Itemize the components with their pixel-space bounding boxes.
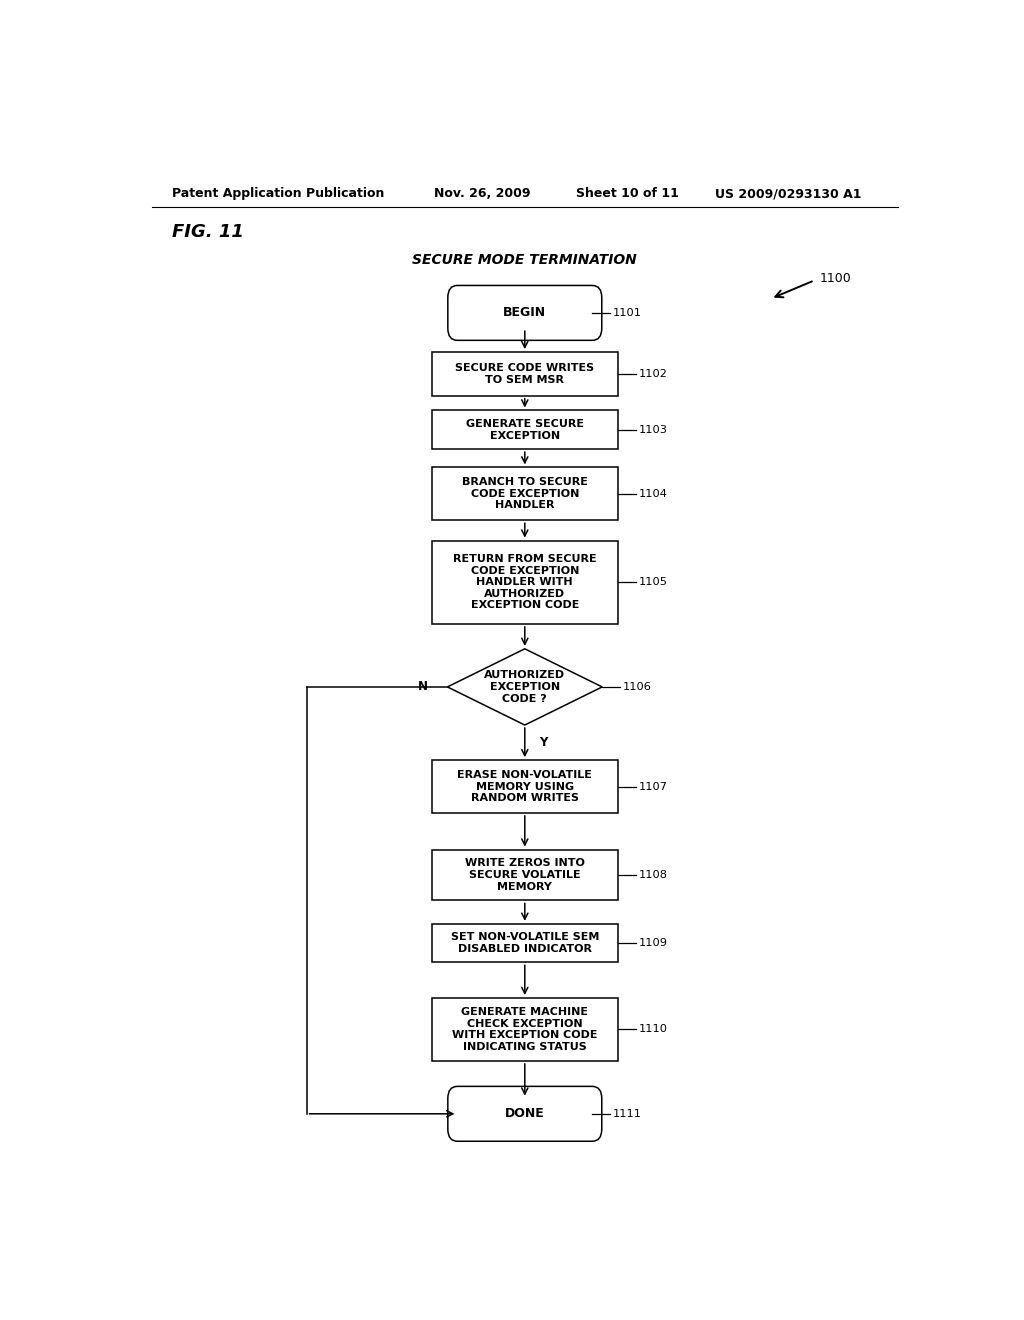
Text: DONE: DONE	[505, 1107, 545, 1121]
Text: 1103: 1103	[639, 425, 668, 434]
Text: N: N	[418, 680, 428, 693]
Text: GENERATE SECURE
EXCEPTION: GENERATE SECURE EXCEPTION	[466, 418, 584, 441]
Text: BEGIN: BEGIN	[503, 306, 547, 319]
Text: BRANCH TO SECURE
CODE EXCEPTION
HANDLER: BRANCH TO SECURE CODE EXCEPTION HANDLER	[462, 478, 588, 511]
Text: 1110: 1110	[639, 1024, 668, 1035]
Polygon shape	[447, 649, 602, 725]
Text: SECURE CODE WRITES
TO SEM MSR: SECURE CODE WRITES TO SEM MSR	[456, 363, 594, 384]
Text: 1106: 1106	[623, 682, 651, 692]
Text: 1104: 1104	[639, 488, 668, 499]
Bar	[431, 541, 618, 624]
Text: 1109: 1109	[639, 939, 668, 948]
Text: 1111: 1111	[613, 1109, 642, 1119]
FancyBboxPatch shape	[447, 285, 602, 341]
Text: 1107: 1107	[639, 781, 668, 792]
Text: 1105: 1105	[639, 577, 668, 587]
Text: Y: Y	[539, 737, 548, 748]
FancyBboxPatch shape	[447, 1086, 602, 1142]
Bar	[431, 467, 618, 520]
Text: Sheet 10 of 11: Sheet 10 of 11	[577, 187, 679, 201]
Text: US 2009/0293130 A1: US 2009/0293130 A1	[715, 187, 862, 201]
Bar	[431, 998, 618, 1061]
Bar	[431, 850, 618, 900]
Bar	[431, 924, 618, 962]
Text: 1108: 1108	[639, 870, 668, 880]
Text: 1100: 1100	[820, 272, 852, 285]
Text: 1102: 1102	[639, 368, 668, 379]
Bar	[431, 760, 618, 813]
Bar	[431, 411, 618, 449]
Text: RETURN FROM SECURE
CODE EXCEPTION
HANDLER WITH
AUTHORIZED
EXCEPTION CODE: RETURN FROM SECURE CODE EXCEPTION HANDLE…	[453, 554, 597, 610]
Text: AUTHORIZED
EXCEPTION
CODE ?: AUTHORIZED EXCEPTION CODE ?	[484, 671, 565, 704]
Bar	[431, 352, 618, 396]
Text: ERASE NON-VOLATILE
MEMORY USING
RANDOM WRITES: ERASE NON-VOLATILE MEMORY USING RANDOM W…	[458, 770, 592, 803]
Text: SET NON-VOLATILE SEM
DISABLED INDICATOR: SET NON-VOLATILE SEM DISABLED INDICATOR	[451, 932, 599, 954]
Text: SECURE MODE TERMINATION: SECURE MODE TERMINATION	[413, 253, 637, 267]
Text: 1101: 1101	[613, 308, 642, 318]
Text: WRITE ZEROS INTO
SECURE VOLATILE
MEMORY: WRITE ZEROS INTO SECURE VOLATILE MEMORY	[465, 858, 585, 891]
Text: Nov. 26, 2009: Nov. 26, 2009	[433, 187, 530, 201]
Text: FIG. 11: FIG. 11	[172, 223, 244, 242]
Text: Patent Application Publication: Patent Application Publication	[172, 187, 384, 201]
Text: GENERATE MACHINE
CHECK EXCEPTION
WITH EXCEPTION CODE
INDICATING STATUS: GENERATE MACHINE CHECK EXCEPTION WITH EX…	[452, 1007, 598, 1052]
